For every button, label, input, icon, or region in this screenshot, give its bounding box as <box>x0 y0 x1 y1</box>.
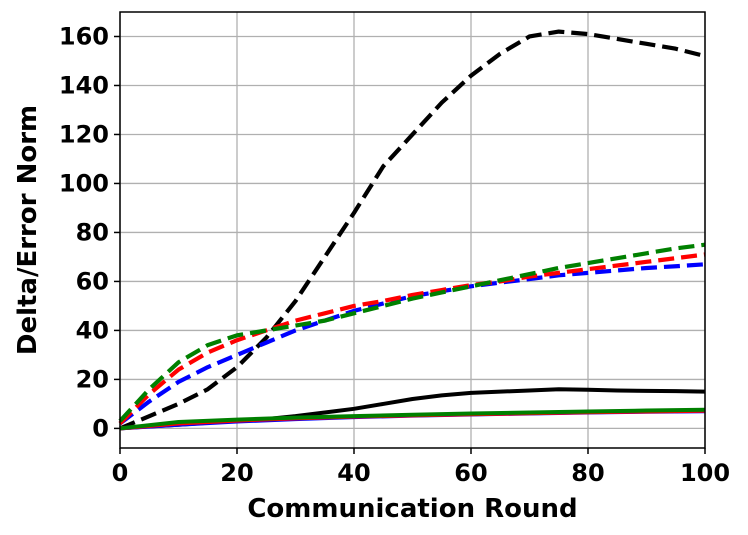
x-tick-label: 100 <box>680 459 730 487</box>
x-tick-label: 60 <box>454 459 487 487</box>
x-axis-label: Communication Round <box>247 494 577 524</box>
series-line-1-dashed <box>119 29 706 431</box>
x-tick-label: 40 <box>337 459 370 487</box>
y-tick-label: 0 <box>92 414 109 442</box>
x-axis-ticks: 0 20 40 60 80 100 <box>112 448 730 487</box>
y-tick-label: 100 <box>59 169 109 197</box>
y-axis-ticks: 0 20 40 60 80 100 120 140 160 <box>59 22 120 442</box>
grid-lines <box>119 12 706 448</box>
y-tick-label: 120 <box>59 120 109 148</box>
plot-area-frame <box>119 11 706 449</box>
x-tick-label: 20 <box>220 459 253 487</box>
series-line-8-solid <box>119 407 706 431</box>
x-tick-label: 0 <box>112 459 129 487</box>
y-tick-label: 20 <box>76 365 109 393</box>
x-tick-label: 80 <box>571 459 604 487</box>
series-line-4-dashed <box>118 242 706 423</box>
y-tick-label: 40 <box>76 316 109 344</box>
y-axis-label: Delta/Error Norm <box>13 105 43 355</box>
y-tick-label: 80 <box>76 218 109 246</box>
series-lines <box>118 29 706 431</box>
y-tick-label: 160 <box>59 22 109 50</box>
y-tick-label: 140 <box>59 71 109 99</box>
y-tick-label: 60 <box>76 267 109 295</box>
series-line-3-dashed <box>118 252 706 425</box>
series-line-2-dashed <box>118 262 706 426</box>
